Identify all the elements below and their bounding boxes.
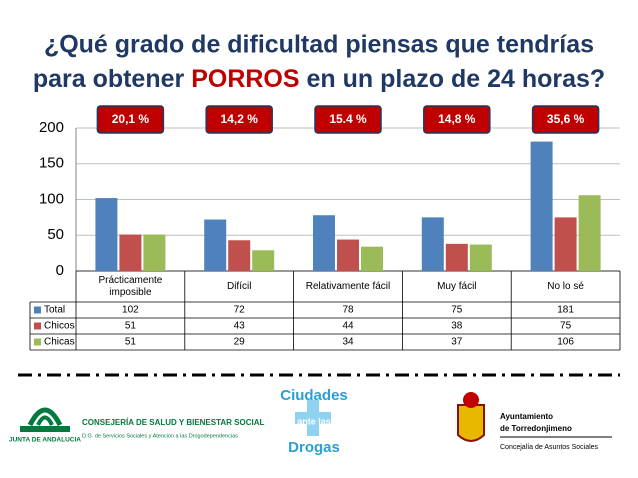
title-line2: para obtener PORROS en un plazo de 24 ho… (33, 65, 605, 93)
bar (228, 240, 251, 271)
bar (95, 198, 118, 271)
legend-label: Chicas (44, 337, 75, 348)
legend-key (34, 322, 41, 330)
ciudades-text: Ciudades (280, 387, 348, 404)
junta-logo: JUNTA DE ANDALUCIA (9, 407, 81, 444)
x-tick-label: Relativamente fácil (306, 281, 390, 292)
x-tick-label: Difícil (227, 281, 251, 292)
table-value: 38 (451, 321, 463, 332)
table-value: 43 (234, 321, 246, 332)
bar (421, 217, 444, 271)
bar (361, 246, 383, 271)
table-value: 75 (451, 305, 463, 316)
table-value: 51 (125, 321, 137, 332)
callout-label: 15.4 % (329, 112, 367, 126)
callout-box (531, 105, 600, 134)
table-value: 78 (342, 305, 354, 316)
ayto1: Ayuntamiento (500, 412, 553, 421)
bar (554, 217, 577, 271)
direccion: D.G. de Servicios Sociales y Atención a … (82, 433, 238, 439)
table-value: 37 (451, 337, 463, 348)
table-value: 29 (234, 337, 246, 348)
bar (337, 239, 359, 271)
y-tick-label: 0 (56, 262, 64, 279)
callout-box (423, 105, 491, 134)
callout-label: 14,8 % (438, 112, 476, 126)
table-value: 75 (560, 321, 572, 332)
ante-text: ante las (297, 416, 331, 426)
table-value: 34 (342, 337, 354, 348)
concejalia: Concejalía de Asuntos Sociales (500, 444, 599, 451)
table-value: 102 (122, 305, 139, 316)
legend-label: Total (44, 305, 65, 316)
bar (119, 234, 142, 271)
ciudades-logo: Ciudades ante las Drogas (280, 387, 348, 456)
bar (204, 219, 227, 271)
y-tick-label: 100 (39, 190, 64, 207)
y-tick-label: 200 (39, 119, 64, 136)
title-start: para obtener (33, 65, 185, 93)
table-value: 51 (125, 337, 137, 348)
x-tick-label: Muy fácil (437, 281, 476, 292)
table-value: 72 (234, 305, 246, 316)
bar (530, 141, 553, 271)
bar (578, 195, 601, 271)
x-tick-label: No lo sé (547, 281, 584, 292)
legend-key (34, 306, 41, 314)
drogas-text: Drogas (288, 439, 340, 456)
x-tick-label: Prácticamente imposible (98, 275, 162, 298)
bar (252, 250, 275, 271)
table-value: 44 (342, 321, 354, 332)
callout-label: 20,1 % (112, 112, 150, 126)
callout-label: 35,6 % (547, 112, 585, 126)
title-highlight: PORROS (191, 65, 299, 93)
ayto2: de Torredonjimeno (500, 424, 572, 433)
callout-box (314, 105, 382, 134)
ayto-logo: Ayuntamiento de Torredonjimeno Concejalí… (457, 392, 612, 451)
legend-label: Chicos (44, 321, 75, 332)
table-value: 181 (557, 305, 574, 316)
callout-label: 14,2 % (221, 112, 259, 126)
y-tick-label: 150 (39, 155, 64, 172)
legend-key (34, 338, 41, 346)
y-tick-label: 50 (47, 226, 64, 243)
consejeria: CONSEJERÍA DE SALUD Y BIENESTAR SOCIAL (82, 418, 265, 427)
junta-text: JUNTA DE ANDALUCIA (9, 437, 81, 444)
title-line1: ¿Qué grado de dificultad piensas que ten… (44, 31, 594, 59)
callout-box (96, 105, 165, 134)
bar (469, 244, 492, 271)
bar (143, 234, 166, 271)
bar (313, 215, 335, 271)
chart: 0 50 100 150 200 Total Chicos Chicas Prácticamen… (29, 105, 621, 351)
title-end: en un plazo de 24 horas? (307, 65, 606, 93)
bar (445, 243, 468, 271)
table-value: 106 (557, 337, 574, 348)
callout-box (205, 105, 273, 134)
